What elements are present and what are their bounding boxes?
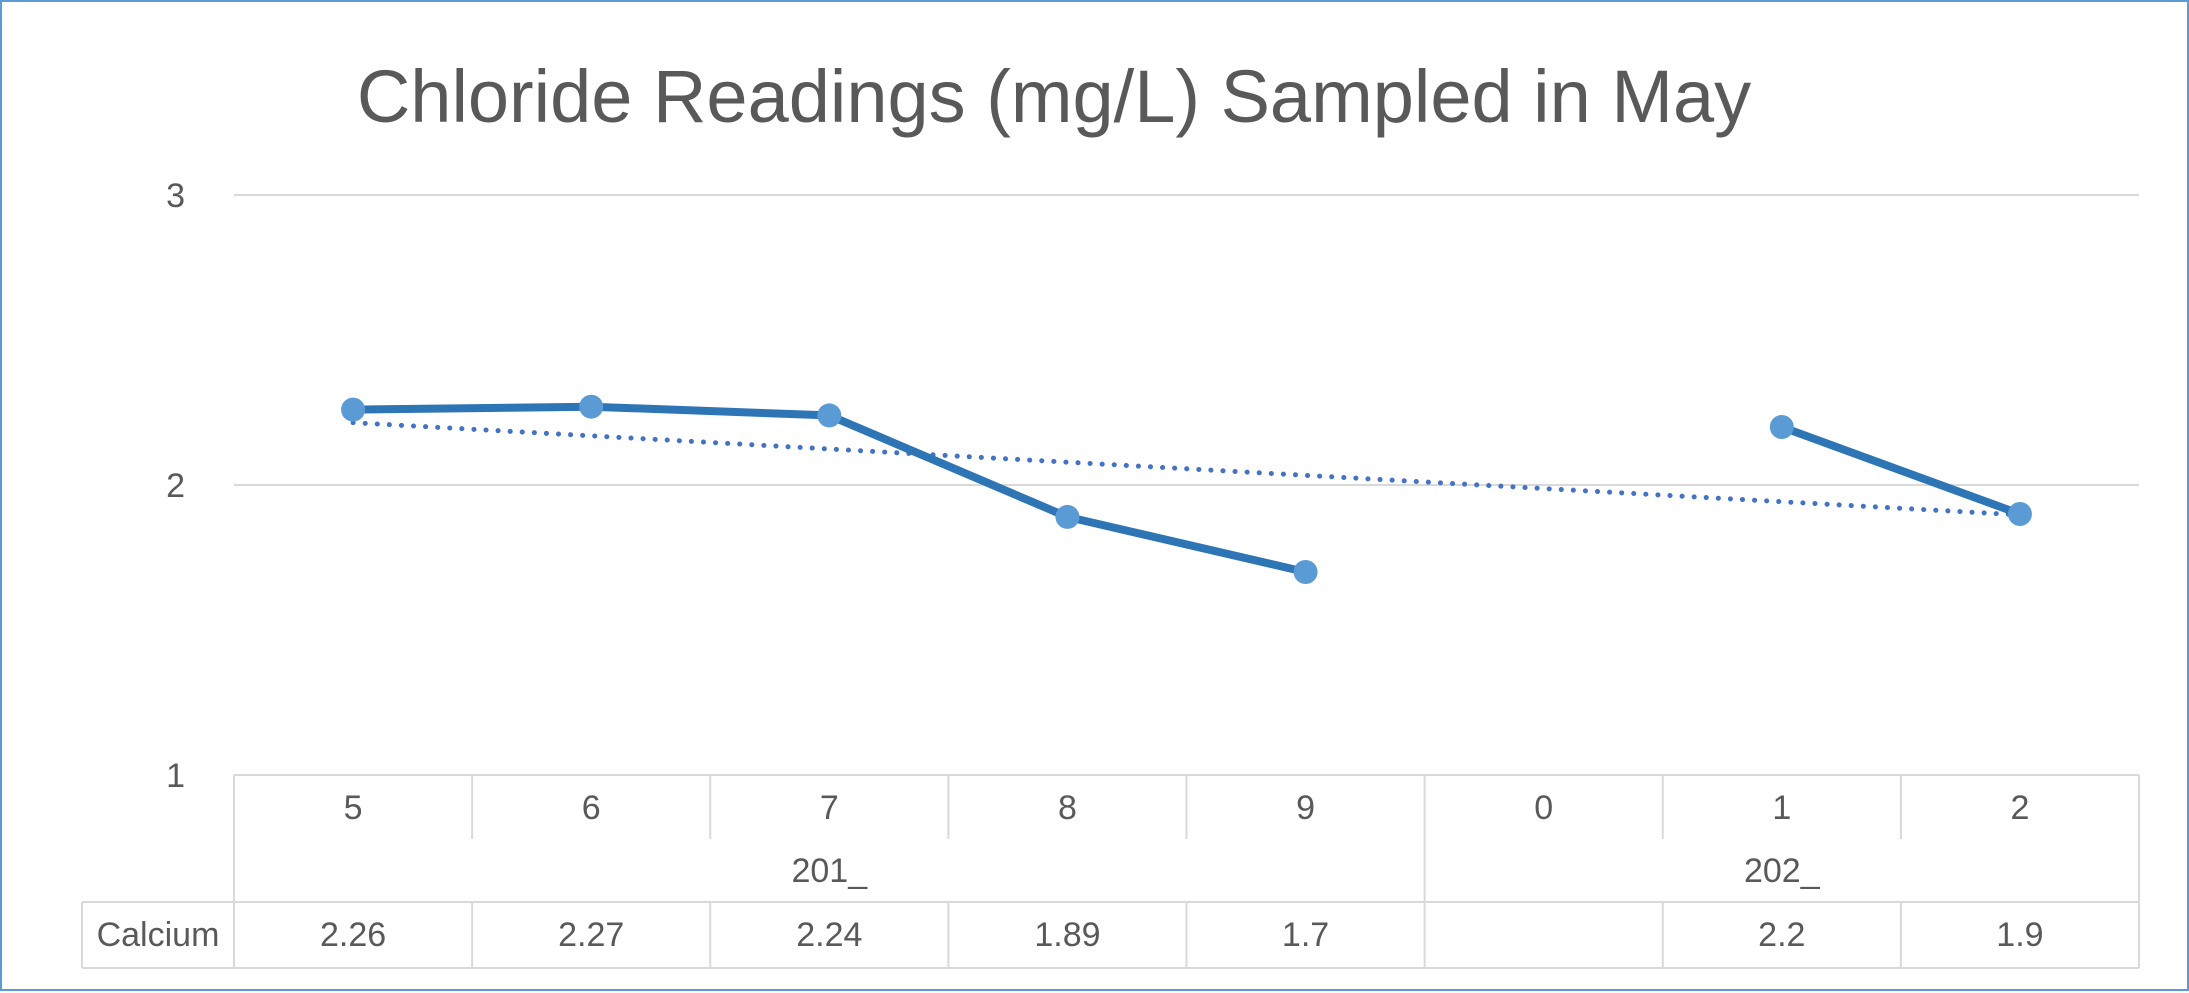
chart-title: Chloride Readings (mg/L) Sampled in May	[356, 55, 1752, 138]
x-tick-label: 2	[2010, 789, 2029, 827]
x-group-label: 202_	[1744, 852, 1821, 890]
data-point	[1769, 415, 1794, 439]
x-tick-label: 6	[582, 789, 601, 827]
x-tick-label: 8	[1058, 789, 1077, 827]
table-value: 2.2	[1758, 916, 1805, 954]
gridlines	[234, 194, 2139, 776]
trendline	[350, 420, 2023, 518]
y-tick-label: 2	[166, 467, 185, 505]
x-tick-label: 7	[820, 789, 839, 827]
x-tick-label: 5	[344, 789, 363, 827]
series-lines	[349, 402, 2024, 576]
table-value: 1.9	[1996, 916, 2043, 954]
table-value: 1.89	[1034, 916, 1100, 954]
data-point	[341, 397, 366, 422]
y-axis-ticks: 1 2 3	[166, 177, 185, 795]
table-value: 2.24	[796, 916, 862, 954]
data-table: 5 6 7 8 9 0 1 2 201_ 202_ Calcium 2.26 2.27 2.24 1.89 1…	[81, 775, 2140, 969]
x-tick-label: 1	[1772, 789, 1791, 827]
table-value: 2.27	[558, 916, 624, 954]
x-tick-label: 9	[1296, 789, 1315, 827]
table-series-name: Calcium	[97, 916, 220, 954]
data-point	[579, 394, 604, 419]
y-tick-label: 3	[166, 177, 185, 215]
series-markers	[341, 394, 2032, 584]
x-group-label: 201_	[791, 852, 868, 890]
table-value: 1.7	[1282, 916, 1329, 954]
trendline-line	[350, 420, 2023, 518]
series-line	[1777, 423, 2024, 518]
x-tick-label: 0	[1534, 789, 1553, 827]
data-point	[1293, 560, 1318, 584]
table-value: 2.26	[320, 916, 386, 954]
y-tick-label: 1	[166, 757, 185, 795]
data-point	[1055, 504, 1080, 529]
data-point	[2007, 502, 2032, 526]
data-point	[817, 403, 842, 428]
